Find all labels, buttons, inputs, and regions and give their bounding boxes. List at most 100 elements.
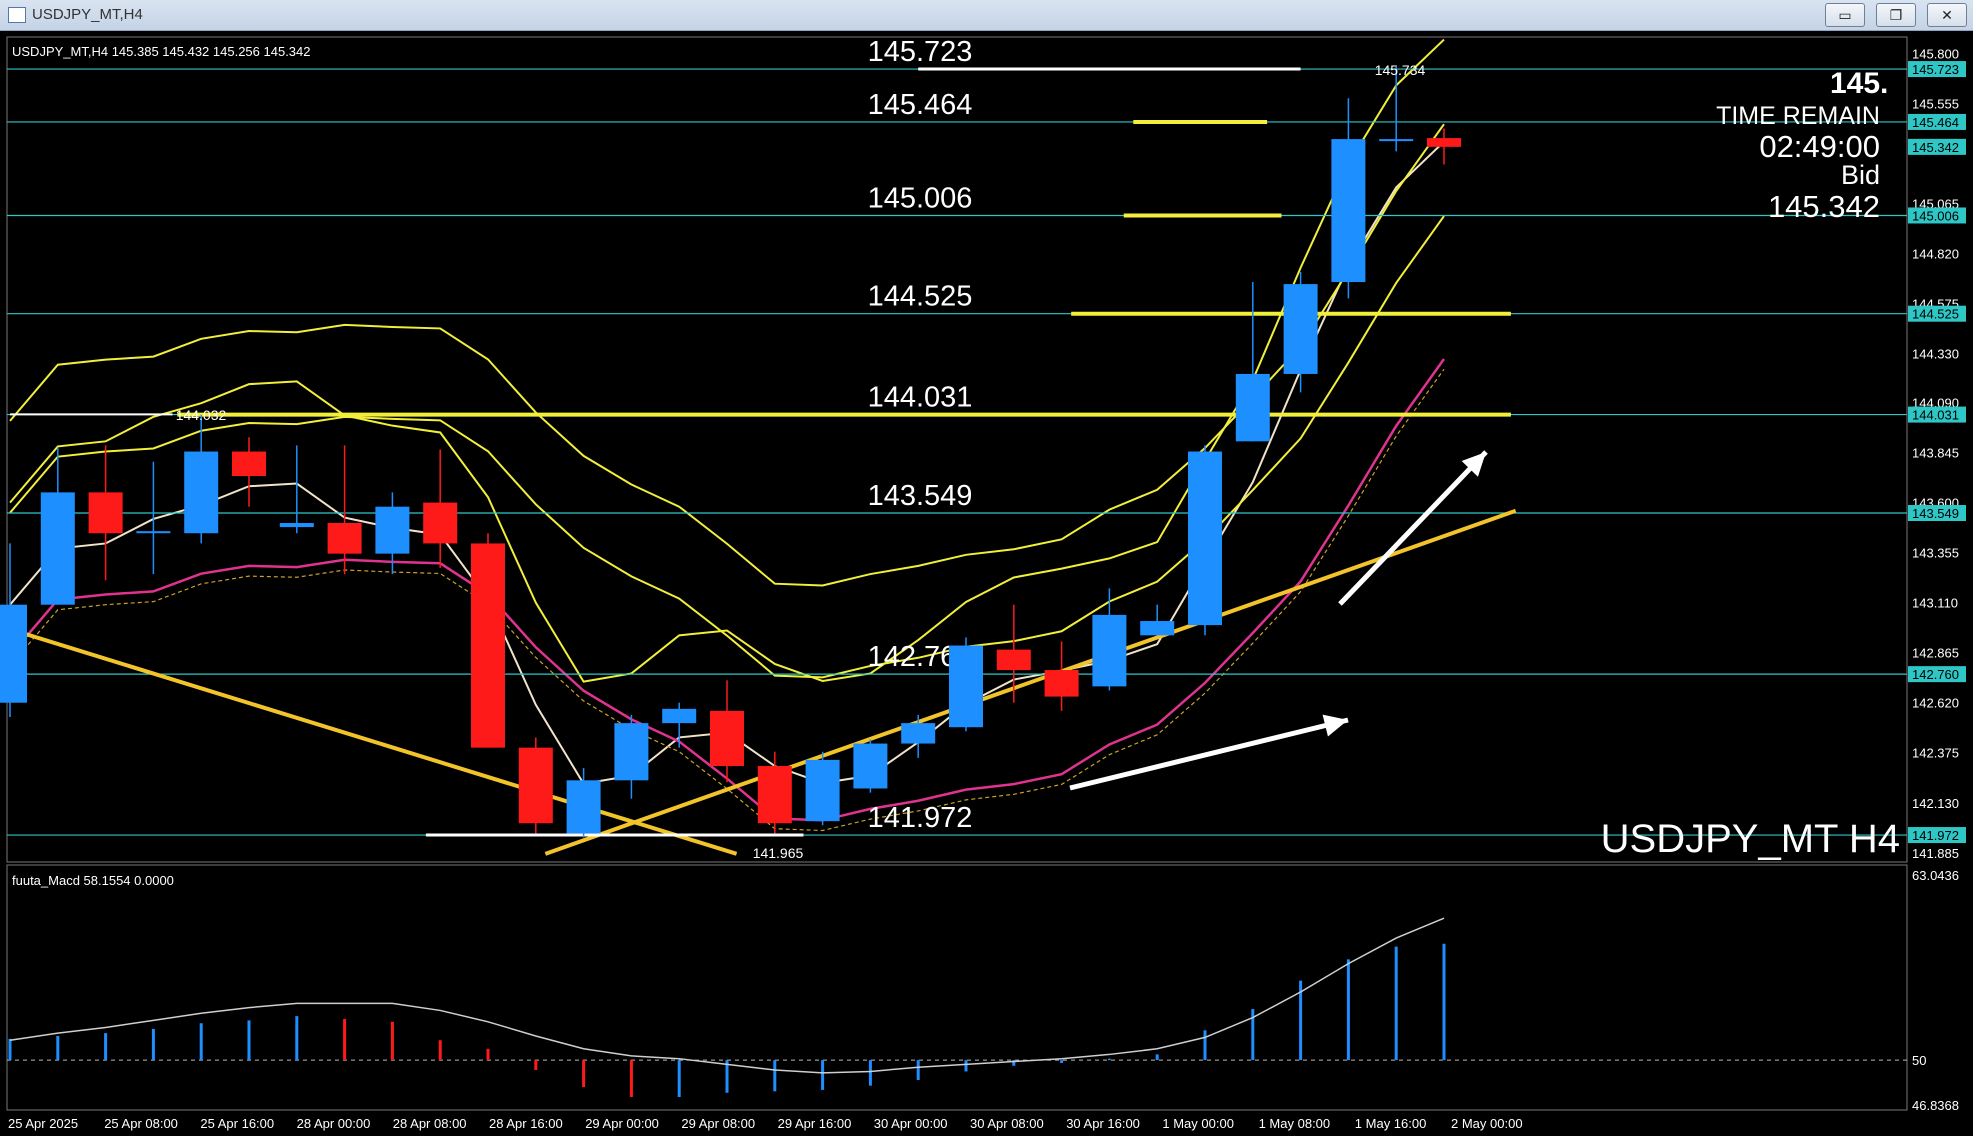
level-label: 145.723 — [868, 36, 973, 68]
trendlines[interactable] — [9, 67, 1517, 856]
price-tag: 142.760 — [1912, 667, 1959, 682]
price-tick: 142.865 — [1912, 646, 1959, 661]
price-tag-box — [1908, 138, 1966, 155]
price-tick: 145.555 — [1912, 96, 1959, 111]
minimize-button[interactable]: ▭ — [1825, 3, 1865, 27]
candle-bear — [757, 766, 792, 824]
chart-window-icon — [8, 7, 26, 23]
candle-bear — [518, 747, 553, 824]
price-tick: 142.375 — [1912, 746, 1959, 761]
price-tick: 143.110 — [1912, 596, 1958, 611]
restore-button[interactable]: ❐ — [1876, 3, 1916, 27]
price-tag-box — [1908, 666, 1966, 683]
candle-bull — [805, 759, 840, 822]
price-tag: 145.464 — [1912, 115, 1959, 130]
price-tag: 145.723 — [1912, 62, 1959, 77]
candle-bull — [184, 451, 219, 534]
time-tick: 28 Apr 08:00 — [393, 1116, 467, 1131]
macd-signal-line — [9, 917, 1445, 1074]
time-tick: 30 Apr 00:00 — [874, 1116, 948, 1131]
candles — [0, 66, 1461, 838]
band-mid-line — [9, 215, 1445, 679]
time-tick: 1 May 00:00 — [1162, 1116, 1234, 1131]
time-tick: 1 May 16:00 — [1355, 1116, 1427, 1131]
price-tag-box — [1908, 207, 1966, 224]
time-tick: 29 Apr 16:00 — [778, 1116, 852, 1131]
chart-header: USDJPY_MT,H4 145.385 145.432 145.256 145… — [12, 44, 311, 59]
high-label: 145.734 — [1375, 62, 1426, 78]
price-tag: 144.031 — [1912, 408, 1959, 423]
candle-bull — [1379, 139, 1414, 142]
price-tag: 145.342 — [1912, 140, 1959, 155]
price-tag: 141.972 — [1912, 828, 1959, 843]
level-label: 145.464 — [868, 89, 973, 121]
time-tick: 30 Apr 08:00 — [970, 1116, 1044, 1131]
candle-bear — [232, 451, 266, 477]
price-tag-box — [1908, 305, 1966, 322]
time-tick: 2 May 00:00 — [1451, 1116, 1523, 1131]
candle-bear — [710, 710, 744, 767]
level-label: 144.525 — [868, 281, 973, 313]
candle-bear — [88, 492, 123, 534]
annotations — [1069, 450, 1488, 791]
candle-bull — [853, 743, 888, 789]
close-button[interactable]: ✕ — [1927, 3, 1967, 27]
candle-bull — [949, 645, 983, 728]
candle-bull — [662, 708, 697, 724]
price-tick: 142.620 — [1912, 696, 1959, 711]
price-axis: 145.800145.555145.065144.820144.575144.3… — [1908, 46, 1966, 861]
time-tick: 28 Apr 16:00 — [489, 1116, 563, 1131]
price-tick: 142.130 — [1912, 796, 1959, 811]
time-tick: 25 Apr 16:00 — [200, 1116, 274, 1131]
level-label: 145.006 — [868, 182, 973, 214]
indicator-axis: 63.0436 50 46.8368 — [1912, 868, 1959, 1113]
candle-bull — [566, 780, 601, 834]
low-label: 141.965 — [753, 845, 804, 861]
price-tag: 144.525 — [1912, 307, 1959, 322]
indicator-header: fuuta_Macd 58.1554 0.0000 — [12, 873, 174, 888]
prev-high-label: 144.032 — [176, 407, 227, 423]
candle-bear — [423, 502, 458, 544]
price-tag: 145.006 — [1912, 208, 1959, 223]
candle-bull — [614, 723, 649, 781]
candle-bull — [1188, 451, 1222, 626]
price-tick: 144.820 — [1912, 246, 1959, 261]
arrow-head — [1461, 452, 1486, 477]
band-fast-upper-line — [9, 38, 1445, 683]
time-tick: 29 Apr 08:00 — [681, 1116, 755, 1131]
descending-trendline — [9, 627, 738, 856]
candle-bull — [1331, 139, 1366, 283]
price-tag-box — [1908, 505, 1966, 522]
bid-label: Bid — [1841, 160, 1880, 190]
time-remain-value: 02:49:00 — [1759, 129, 1880, 164]
price-tick: 143.355 — [1912, 546, 1959, 561]
candle-bull — [1235, 373, 1270, 442]
candle-bull — [0, 604, 27, 703]
price-tag-box — [1908, 113, 1966, 130]
time-axis: 25 Apr 2025 25 Apr 08:00 25 Apr 16:00 28 Ap… — [8, 1116, 1523, 1131]
candle-bear — [471, 543, 505, 748]
time-tick: 30 Apr 16:00 — [1066, 1116, 1140, 1131]
level-label: 143.549 — [868, 480, 973, 512]
price-tick: 144.330 — [1912, 347, 1959, 362]
arrow-line — [1338, 450, 1488, 606]
price-tag-box — [1908, 827, 1966, 844]
candle-bull — [1283, 284, 1318, 374]
price-tag-box — [1908, 406, 1966, 423]
time-tick: 29 Apr 00:00 — [585, 1116, 659, 1131]
current-price-big: 145. — [1830, 67, 1888, 100]
time-tick: 1 May 08:00 — [1259, 1116, 1331, 1131]
time-remain-label: TIME REMAIN — [1716, 102, 1880, 130]
candle-bear — [1427, 138, 1461, 147]
candle-bull — [279, 523, 314, 528]
price-tick: 143.845 — [1912, 446, 1959, 461]
symbol-watermark: USDJPY_MT H4 — [1601, 817, 1900, 861]
price-tag-box — [1908, 61, 1966, 78]
candle-bull — [1140, 621, 1175, 636]
level-label: 141.972 — [868, 802, 973, 834]
indicator-pane-border — [6, 864, 1908, 1111]
price-tick: 141.885 — [1912, 846, 1959, 861]
candle-bear — [996, 649, 1031, 671]
window-titlebar[interactable]: USDJPY_MT,H4 ▭ ❐ ✕ — [0, 0, 1973, 31]
